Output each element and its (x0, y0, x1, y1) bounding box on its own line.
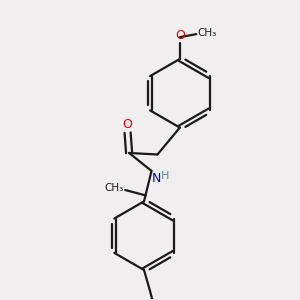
Text: H: H (161, 171, 170, 181)
Text: N: N (152, 172, 161, 185)
Text: CH₃: CH₃ (104, 183, 124, 193)
Text: CH₃: CH₃ (198, 28, 217, 38)
Text: O: O (175, 28, 185, 42)
Text: O: O (123, 118, 133, 131)
